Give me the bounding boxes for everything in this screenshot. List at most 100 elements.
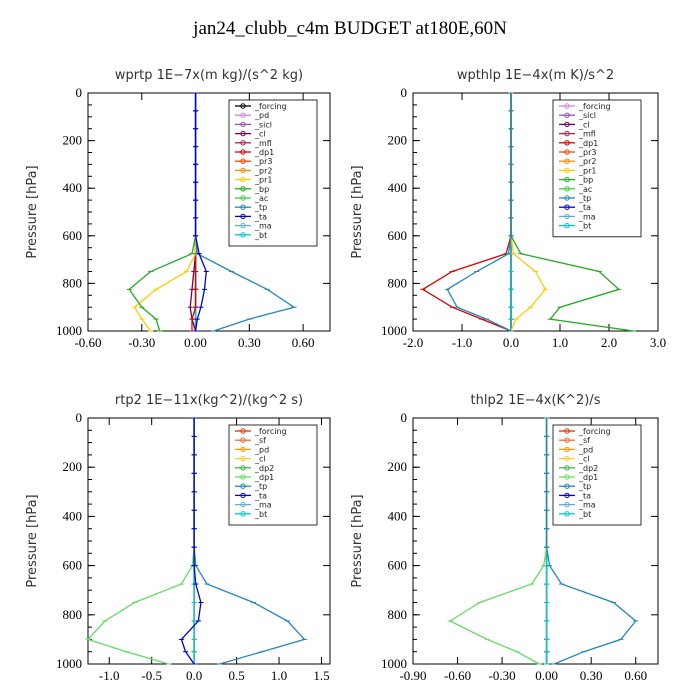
y-tick-label: 200 <box>63 459 83 474</box>
legend-label: _dp1 <box>254 473 274 482</box>
legend-label: _ma <box>254 222 272 231</box>
legend-marker <box>240 483 246 489</box>
legend-label: _bp <box>578 176 593 185</box>
legend-marker <box>240 130 246 137</box>
x-tick-label: -1.0 <box>99 668 120 683</box>
x-tick-label: 0.30 <box>238 335 261 350</box>
y-tick-label: 800 <box>388 275 408 290</box>
legend-marker <box>240 176 246 183</box>
legend-marker <box>564 428 570 434</box>
y-tick-label: 600 <box>388 558 408 573</box>
legend-label: _sicl <box>254 120 272 129</box>
legend-marker <box>564 465 570 471</box>
x-tick-label: 0.60 <box>292 335 315 350</box>
legend-label: _tp <box>254 482 267 491</box>
legend-marker <box>564 167 570 174</box>
panel-title: wprtp 1E−7x(m kg)/(s^2 kg) <box>115 68 303 83</box>
legend-marker <box>564 501 570 508</box>
legend-label: _dp1 <box>578 473 598 482</box>
legend-label: _pr3 <box>254 157 272 166</box>
y-tick-label: 1000 <box>56 656 82 671</box>
legend-marker <box>240 158 246 164</box>
x-tick-label: 1.5 <box>313 668 329 683</box>
legend-label: _ma <box>578 212 596 221</box>
series-line-dp1 <box>448 418 548 665</box>
legend-marker <box>240 501 246 508</box>
legend-label: _pr1 <box>578 166 596 175</box>
y-tick-label: 600 <box>388 228 408 243</box>
legend-marker <box>564 149 570 155</box>
y-tick-label: 600 <box>63 558 83 573</box>
series-line-tp <box>446 93 512 332</box>
legend-label: _bt <box>578 222 591 231</box>
legend-marker <box>240 511 246 517</box>
legend-label: _forcing <box>578 427 611 436</box>
y-tick-label: 1000 <box>381 323 407 338</box>
y-tick-label: 200 <box>388 133 408 148</box>
x-tick-label: 0.0 <box>503 335 519 350</box>
legend-label: _ac <box>254 194 268 203</box>
y-axis-label: Pressure [hPa] <box>25 494 40 587</box>
legend-marker <box>564 222 570 229</box>
y-axis-label: Pressure [hPa] <box>350 165 365 258</box>
legend-marker <box>240 446 246 453</box>
x-tick-label: 0.5 <box>228 668 244 683</box>
legend-label: _dp2 <box>578 464 598 473</box>
x-tick-label: -0.90 <box>399 668 426 683</box>
y-axis-label: Pressure [hPa] <box>350 494 365 587</box>
legend-label: _forcing <box>254 427 287 436</box>
x-tick-label: 1.0 <box>271 668 287 683</box>
y-tick-label: 400 <box>388 180 408 195</box>
legend-label: _forcing <box>254 102 287 111</box>
legend-marker <box>564 511 570 517</box>
y-tick-label: 800 <box>63 275 83 290</box>
legend-label: _ta <box>254 212 267 221</box>
legend-label: _cl <box>578 455 590 464</box>
legend-marker <box>240 103 246 109</box>
y-tick-label: 600 <box>63 228 83 243</box>
series-line-dp1 <box>421 93 512 332</box>
legend-marker <box>564 483 570 489</box>
panel-title: wpthlp 1E−4x(m K)/s^2 <box>457 68 614 83</box>
legend-label: _bt <box>578 510 591 519</box>
x-tick-label: 3.0 <box>650 335 666 350</box>
legend-label: _tp <box>254 203 267 212</box>
y-tick-label: 0 <box>76 85 83 100</box>
legend-marker <box>564 112 570 118</box>
x-tick-label: -1.0 <box>452 335 473 350</box>
legend-label: _pr1 <box>254 176 272 185</box>
x-tick-label: 0.30 <box>580 668 603 683</box>
y-tick-label: 0 <box>401 410 408 425</box>
legend-label: _mfl <box>254 139 272 148</box>
chart-panel-2: wpthlp 1E−4x(m K)/s^2 0 200 400 600 800 1000-2… <box>350 68 666 350</box>
x-tick-label: 0.00 <box>535 668 558 683</box>
x-tick-label: -0.30 <box>489 668 516 683</box>
legend-marker <box>240 222 246 229</box>
legend-label: _pd <box>254 445 269 454</box>
legend-marker <box>564 204 570 210</box>
y-tick-label: 400 <box>63 508 83 523</box>
legend-label: _sicl <box>578 111 596 120</box>
legend-label: _bt <box>254 510 267 519</box>
legend-marker <box>240 121 246 128</box>
legend-marker <box>240 465 246 471</box>
series-line-dp1 <box>86 418 195 665</box>
legend-marker <box>564 446 570 453</box>
legend-label: _forcing <box>578 102 611 111</box>
y-tick-label: 0 <box>401 85 408 100</box>
legend-marker <box>240 455 246 462</box>
legend-label: _cl <box>254 130 266 139</box>
y-tick-label: 200 <box>388 459 408 474</box>
legend-label: _ta <box>254 491 267 500</box>
legend-label: _ta <box>578 203 591 212</box>
panel-title: rtp2 1E−11x(kg^2)/(kg^2 s) <box>115 393 303 408</box>
legend-marker <box>564 437 570 443</box>
panel-title: thlp2 1E−4x(K^2)/s <box>471 393 601 408</box>
x-tick-label: -2.0 <box>403 335 424 350</box>
legend-marker <box>240 195 246 201</box>
legend-label: _dp1 <box>254 148 274 157</box>
legend-label: _bp <box>254 185 269 194</box>
y-tick-label: 800 <box>388 607 408 622</box>
legend-label: _ma <box>578 501 596 510</box>
x-tick-label: 1.0 <box>552 335 568 350</box>
